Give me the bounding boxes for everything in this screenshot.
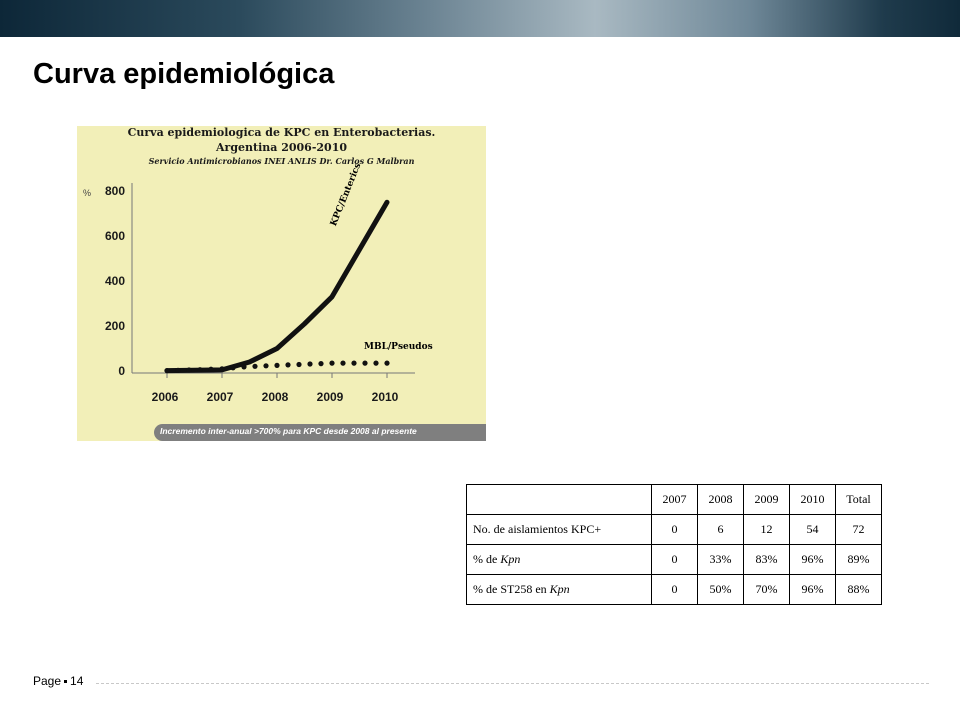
series-point-mbl <box>175 367 181 373</box>
kpc-data-table: 2007 2008 2009 2010 Total No. de aislami… <box>466 484 882 605</box>
row-label-italic: Kpn <box>500 552 521 566</box>
row-label-text: % de <box>473 552 501 566</box>
series-point-mbl <box>164 368 170 374</box>
series-point-mbl <box>208 366 214 372</box>
row-label-italic: Kpn <box>549 582 570 596</box>
table-row: No. de aislamientos KPC+ 0 6 12 54 72 <box>466 514 882 545</box>
page-number: 14 <box>70 674 84 688</box>
row-label-text: No. de aislamientos KPC+ <box>473 522 602 536</box>
x-tick-label: 2009 <box>316 390 344 404</box>
table-header-cell: Total <box>835 484 882 515</box>
table-cell: 12 <box>743 514 790 545</box>
series-point-mbl <box>296 361 302 368</box>
series-point-mbl <box>384 360 390 366</box>
table-header-cell: 2008 <box>697 484 744 515</box>
series-point-mbl <box>252 363 258 369</box>
table-header-row: 2007 2008 2009 2010 Total <box>466 484 882 515</box>
header-bar <box>0 0 960 37</box>
series-point-mbl <box>241 364 247 370</box>
table-cell: 50% <box>697 574 744 605</box>
footer-divider <box>96 683 929 684</box>
table-cell: 0 <box>651 544 698 575</box>
chart-plot <box>131 183 415 378</box>
chart-source: Servicio Antimicrobianos INEI ANLIS Dr. … <box>148 156 415 166</box>
table-cell: 54 <box>789 514 836 545</box>
x-tick-label: 2008 <box>261 390 289 404</box>
table-cell: 96% <box>789 544 836 575</box>
series-point-mbl <box>230 365 236 371</box>
table-cell: 72 <box>835 514 882 545</box>
series-point-mbl <box>263 363 269 369</box>
x-tick-label: 2006 <box>151 390 179 404</box>
table-cell: 96% <box>789 574 836 605</box>
series-point-mbl <box>351 360 357 366</box>
table-row: % de Kpn 0 33% 83% 96% 89% <box>466 544 882 575</box>
row-label-text: % de ST258 en <box>473 582 550 596</box>
series-point-mbl <box>197 367 203 373</box>
table-cell: 89% <box>835 544 882 575</box>
x-tick-label: 2010 <box>371 390 399 404</box>
series-point-mbl <box>340 360 346 366</box>
table-cell: 88% <box>835 574 882 605</box>
series-point-mbl <box>285 362 291 368</box>
chart-title: Curva epidemiologica de KPC en Enterobac… <box>127 126 436 139</box>
table-header-cell: 2007 <box>651 484 698 515</box>
series-label-mbl: MBL/Pseudos <box>364 342 433 352</box>
page-footer: Page 14 <box>33 674 83 688</box>
series-point-mbl <box>274 362 280 368</box>
increment-banner: Incremento inter-anual >700% para KPC de… <box>154 424 486 441</box>
table-header-cell: 2009 <box>743 484 790 515</box>
bullet-icon <box>64 680 68 684</box>
table-cell: 6 <box>697 514 744 545</box>
table-cell: 83% <box>743 544 790 575</box>
table-cell: 0 <box>651 514 698 545</box>
series-point-mbl <box>307 361 313 367</box>
row-label: % de Kpn <box>466 544 652 575</box>
y-tick-label: 200 <box>104 319 125 333</box>
y-tick-label: 400 <box>104 274 125 288</box>
row-label: % de ST258 en Kpn <box>466 574 652 605</box>
chart-subtitle: Argentina 2006-2010 <box>215 141 348 154</box>
series-line-kpc <box>164 199 390 374</box>
slide-title: Curva epidemiológica <box>33 58 335 90</box>
table-row: % de ST258 en Kpn 0 50% 70% 96% 88% <box>466 574 882 605</box>
series-point-mbl <box>186 367 192 373</box>
chart-image: Curva epidemiologica de KPC en Enterobac… <box>77 126 486 441</box>
y-tick-label: 0 <box>118 364 125 378</box>
x-tick-label: 2007 <box>206 390 234 404</box>
series-point-mbl <box>318 361 324 367</box>
table-header-cell: 2010 <box>789 484 836 515</box>
y-tick-label: 800 <box>104 184 125 198</box>
row-label: No. de aislamientos KPC+ <box>466 514 652 545</box>
series-point-mbl <box>329 360 335 366</box>
banner-text: Incremento inter-anual >700% para KPC de… <box>160 426 417 436</box>
series-point-mbl <box>219 366 225 372</box>
series-point-mbl <box>373 360 379 366</box>
table-header-cell <box>466 484 652 515</box>
series-point-mbl <box>362 360 368 366</box>
table-cell: 70% <box>743 574 790 605</box>
y-axis-label: % <box>83 188 92 198</box>
footer-label: Page <box>33 674 62 688</box>
table-cell: 33% <box>697 544 744 575</box>
table-cell: 0 <box>651 574 698 605</box>
y-tick-label: 600 <box>104 229 125 243</box>
